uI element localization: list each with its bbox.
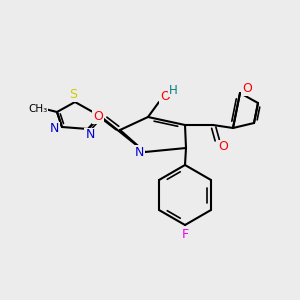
Text: CH₃: CH₃ bbox=[28, 104, 48, 114]
Text: F: F bbox=[182, 227, 189, 241]
Text: S: S bbox=[69, 88, 77, 100]
Text: O: O bbox=[242, 82, 252, 94]
Text: O: O bbox=[160, 89, 170, 103]
Text: H: H bbox=[169, 83, 177, 97]
Text: N: N bbox=[85, 128, 95, 142]
Text: O: O bbox=[218, 140, 228, 154]
Text: N: N bbox=[49, 122, 59, 136]
Text: N: N bbox=[134, 146, 144, 158]
Text: O: O bbox=[93, 110, 103, 122]
